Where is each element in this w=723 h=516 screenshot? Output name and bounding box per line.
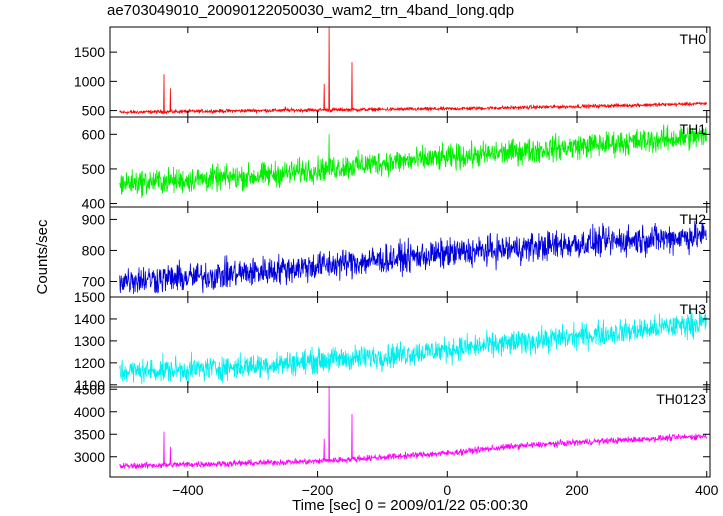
y-tick-label-th0123: 4000 bbox=[74, 404, 105, 420]
x-tick-label: 200 bbox=[565, 482, 589, 498]
y-tick-label-th2: 900 bbox=[82, 211, 106, 227]
x-axis-label: Time [sec] 0 = 2009/01/22 05:00:30 bbox=[292, 497, 528, 514]
series-line-th2 bbox=[119, 220, 707, 295]
y-tick-label-th1: 500 bbox=[82, 161, 106, 177]
y-tick-label-th3: 1400 bbox=[74, 311, 105, 327]
x-tick-label: 400 bbox=[695, 482, 719, 498]
y-tick-label-th1: 600 bbox=[82, 126, 106, 142]
chart-title: ae703049010_20090122050030_wam2_trn_4ban… bbox=[107, 2, 515, 19]
y-tick-label-th0123: 3000 bbox=[74, 449, 105, 465]
series-label-th2: TH2 bbox=[680, 211, 707, 227]
y-axis-label: Counts/sec bbox=[34, 219, 51, 295]
y-tick-label-th0123: 4500 bbox=[74, 381, 105, 397]
panel-frame-th2 bbox=[109, 206, 711, 298]
series-line-th0123 bbox=[119, 387, 707, 470]
panel-frame-th0123 bbox=[109, 386, 711, 478]
y-tick-label-th3: 1100 bbox=[75, 377, 105, 393]
y-tick-label-th2: 700 bbox=[82, 273, 106, 289]
x-tick-label: −200 bbox=[302, 482, 334, 498]
series-line-th0 bbox=[119, 27, 707, 116]
y-tick-label-th0: 1000 bbox=[74, 73, 105, 89]
series-label-th0123: TH0123 bbox=[656, 391, 706, 407]
panel-frame-th0 bbox=[109, 26, 711, 118]
series-label-th0: TH0 bbox=[680, 31, 707, 47]
y-tick-label-th0: 1500 bbox=[74, 44, 105, 60]
x-tick-label: −400 bbox=[172, 482, 204, 498]
panel-frame-th3 bbox=[109, 296, 711, 388]
y-tick-label-th3: 1500 bbox=[74, 289, 105, 305]
y-tick-label-th2: 800 bbox=[82, 242, 106, 258]
series-line-th3 bbox=[119, 310, 707, 385]
y-tick-label-th0123: 3500 bbox=[74, 426, 105, 442]
y-tick-label-th3: 1300 bbox=[74, 333, 105, 349]
series-line-th1 bbox=[119, 124, 707, 198]
series-label-th3: TH3 bbox=[680, 301, 707, 317]
y-tick-label-th0: 500 bbox=[82, 103, 106, 119]
series-label-th1: TH1 bbox=[680, 121, 707, 137]
x-tick-label: 0 bbox=[443, 482, 451, 498]
y-tick-label-th3: 1200 bbox=[74, 355, 105, 371]
y-tick-label-th1: 400 bbox=[82, 196, 106, 212]
